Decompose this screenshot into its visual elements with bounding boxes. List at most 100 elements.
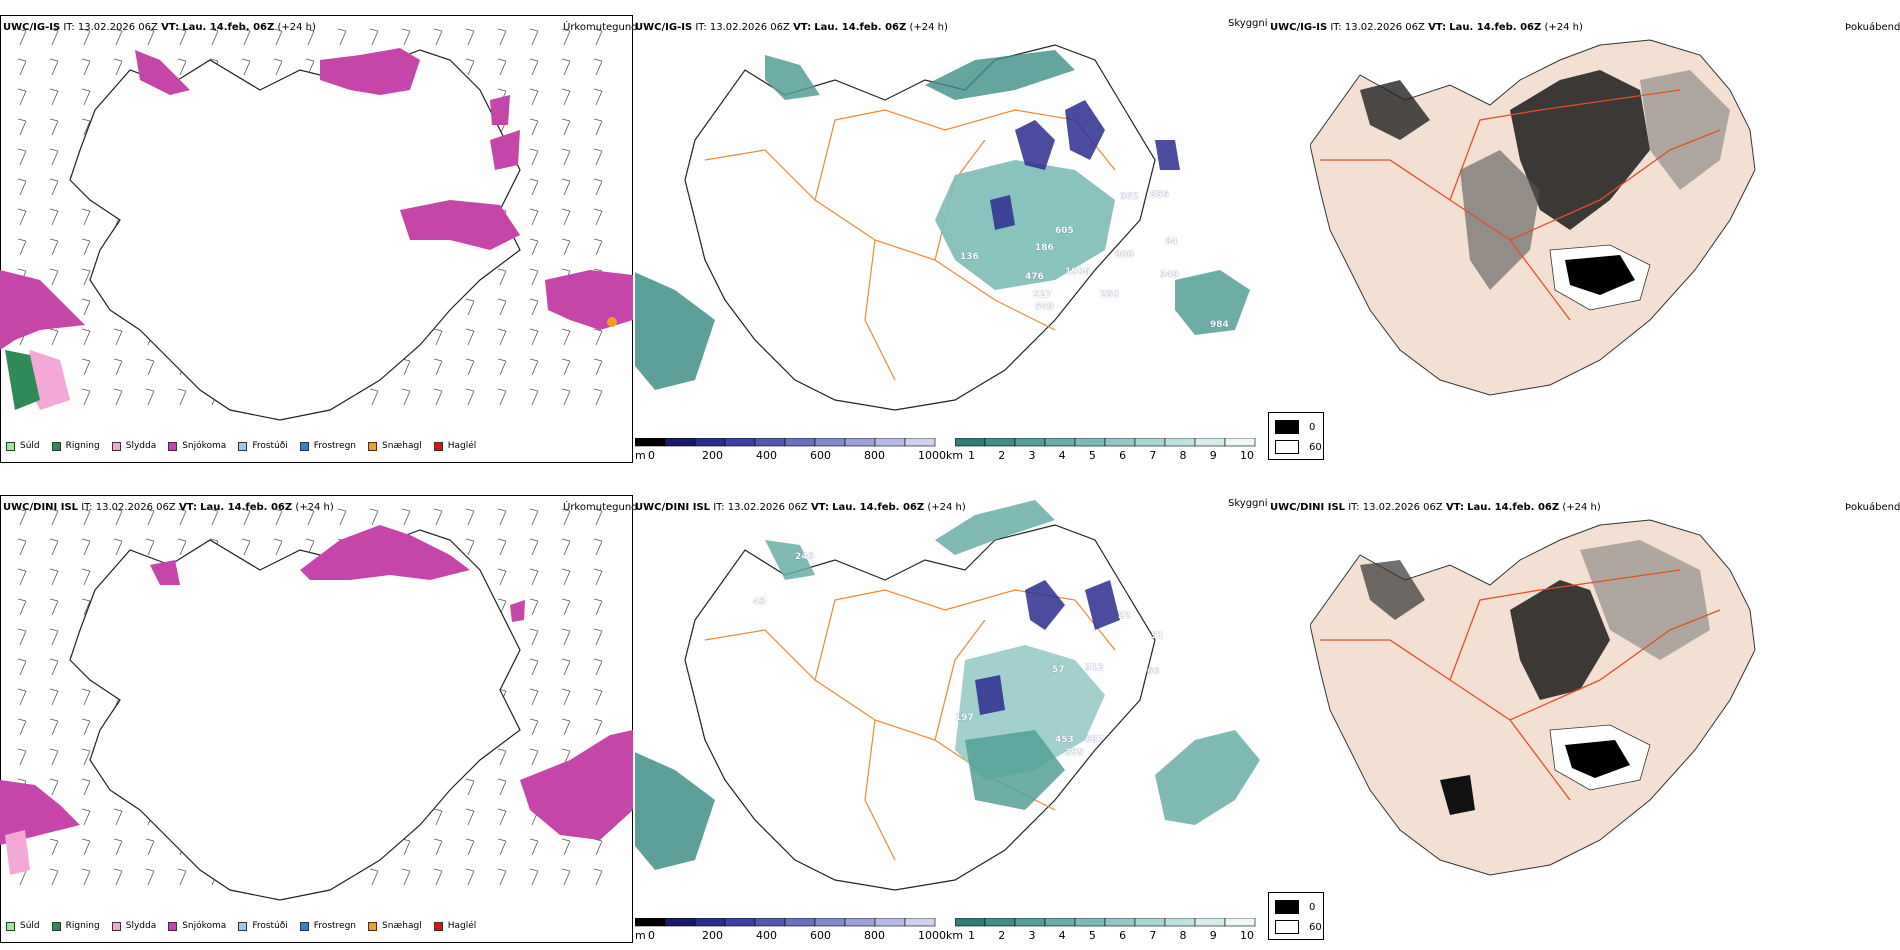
wind-barb [529, 538, 539, 556]
visibility-value-label: 476 [1025, 272, 1044, 282]
snow-pellet-spot [607, 317, 617, 327]
wind-barb [81, 28, 91, 46]
it-value: 13.02.2026 06Z [95, 502, 176, 513]
wind-barb [497, 838, 507, 856]
colorbar-tick-label: 5 [1088, 449, 1096, 462]
wind-barb [113, 58, 123, 76]
colorbar-segment [1224, 438, 1256, 447]
precip-legend-item: Snjókoma [168, 441, 226, 451]
wind-barb [529, 658, 539, 676]
wind-barb [81, 358, 91, 376]
wind-barb [145, 388, 155, 406]
wind-barb [401, 508, 411, 526]
fog-legend-label: 60 [1309, 441, 1322, 453]
snow-area [510, 600, 525, 622]
wind-barb [529, 238, 539, 256]
precip-legend-label: Snjókoma [182, 921, 227, 931]
visibility-value-label: 453 [1055, 735, 1074, 745]
wind-barb [49, 148, 59, 166]
fog-dark-area [1440, 775, 1475, 815]
wind-barb [561, 238, 571, 256]
colorbar-tick-label: 200 [702, 449, 723, 462]
wind-barb [273, 28, 283, 46]
wind-barb [17, 598, 27, 616]
colorbar-tick-label: 200 [702, 929, 723, 942]
colorbar-segment [784, 918, 816, 927]
wind-barb [561, 388, 571, 406]
wind-barb [465, 778, 475, 796]
wind-barb [593, 508, 603, 526]
wind-barb [465, 298, 475, 316]
visibility-value-label: 66 [1147, 667, 1160, 677]
wind-barb [273, 508, 283, 526]
wind-barb [145, 868, 155, 886]
fog-legend-item: 0 [1275, 420, 1315, 434]
wind-barb [17, 688, 27, 706]
wind-barb [465, 838, 475, 856]
wind-barb [561, 178, 571, 196]
snow-area [490, 95, 510, 125]
road-network [1320, 89, 1721, 321]
wind-barb [465, 508, 475, 526]
wind-barb [593, 568, 603, 586]
wind-barb [145, 538, 155, 556]
wind-barb [49, 538, 59, 556]
visibility-map [635, 500, 1260, 891]
precip-legend-label: Haglél [447, 441, 477, 451]
wind-barb [561, 358, 571, 376]
colorbar-tick-label: 0 [648, 929, 655, 942]
it-label: IT: [695, 22, 707, 33]
wind-barb [49, 628, 59, 646]
colorbar-tick-label: 7 [1149, 449, 1157, 462]
wind-barb [465, 28, 475, 46]
wind-barb [561, 538, 571, 556]
wind-barb [529, 868, 539, 886]
colorbar-segment [694, 438, 726, 447]
colorbar-tick-label: 1000 [918, 929, 946, 942]
precip-legend-item: Haglél [433, 921, 476, 931]
precip-legend-item: Snæhagl [368, 441, 422, 451]
it-label: IT: [81, 502, 93, 513]
low-visibility-area [1175, 270, 1250, 335]
wind-barb [113, 838, 123, 856]
vt-value: Lau. 14.feb. 06Z [1467, 502, 1560, 513]
wind-barb [49, 688, 59, 706]
wind-barb [593, 868, 603, 886]
wind-barb [145, 508, 155, 526]
precip-legend-swatch [238, 441, 248, 451]
wind-barb [529, 178, 539, 196]
wind-barb [465, 808, 475, 826]
model-name: UWC/DINI ISL [635, 502, 711, 513]
colorbar-segment [1134, 438, 1166, 447]
lead-time: (+24 h) [909, 22, 948, 33]
road-network [704, 109, 1116, 381]
wind-barb [529, 688, 539, 706]
wind-barb [177, 538, 187, 556]
fog-title: Þokuábendi [1845, 22, 1900, 33]
precip-legend-item: Súld [6, 441, 40, 451]
precip-legend-item: Súld [6, 921, 40, 931]
wind-barb [593, 358, 603, 376]
wind-barb [81, 838, 91, 856]
precip-type-frame [0, 495, 633, 943]
colorbar-segment [814, 438, 846, 447]
precip-legend-label: Frostúði [252, 921, 288, 931]
colorbar-segment [904, 438, 936, 447]
snow-area [490, 130, 520, 170]
wind-barb [81, 598, 91, 616]
fog-legend-label: 0 [1309, 901, 1316, 913]
model-name: UWC/IG-IS [635, 22, 693, 33]
wind-barb [49, 868, 59, 886]
wind-barb [465, 538, 475, 556]
wind-barb [593, 388, 603, 406]
colorbar-segment [814, 918, 846, 927]
wind-barb [305, 508, 315, 526]
wind-barb [209, 508, 219, 526]
wind-barb [497, 28, 507, 46]
wind-barb [145, 28, 155, 46]
colorbar-segment [984, 438, 1016, 447]
wind-barb [113, 388, 123, 406]
fog-swatch-light [1275, 440, 1299, 454]
colorbar-tick-label: 1000 [918, 449, 946, 462]
wind-barb [81, 538, 91, 556]
